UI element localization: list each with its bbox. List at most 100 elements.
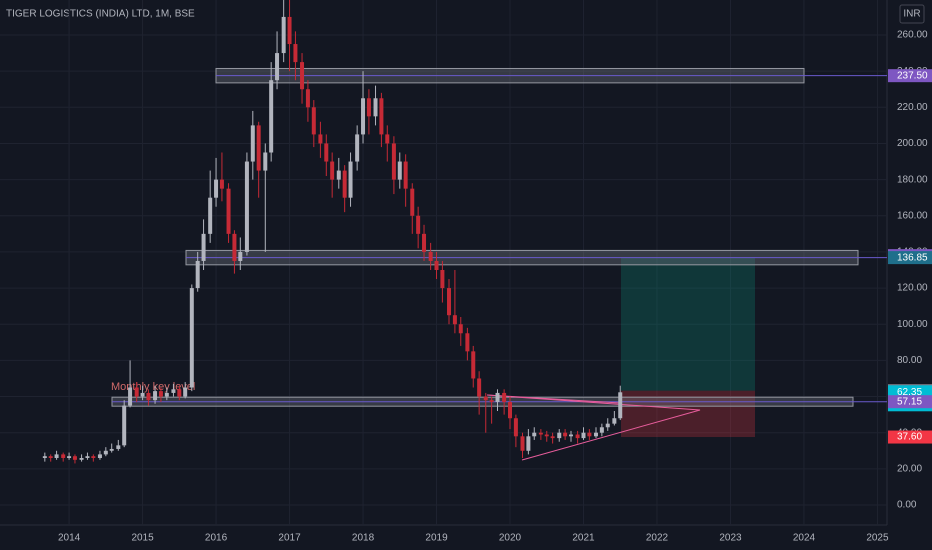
x-tick-label: 2017 [278,533,301,544]
candle-body [103,450,108,455]
chart-title: TIGER LOGISTICS (INDIA) LTD, 1M, BSE [6,9,195,20]
candle-body [544,434,549,437]
candle-body [605,423,610,428]
candle-body [458,324,463,334]
candle-body [336,170,341,180]
candle-body [201,233,206,261]
candle-body [324,143,329,162]
y-tick-label: 120.00 [897,283,928,294]
currency: INR [903,9,920,20]
candle-body [483,396,488,401]
price-label-bg [888,69,932,83]
candle-body [447,288,452,316]
candle-body [612,418,617,424]
candle-body [342,170,347,198]
candle-body [416,215,421,234]
candle-body [489,400,494,402]
candle-body [361,98,366,135]
candle-body [508,401,513,419]
x-tick-label: 2024 [793,533,816,544]
candle-body [164,392,169,397]
y-tick-label: 20.00 [897,463,922,474]
candle-body [569,434,574,437]
y-tick-label: 200.00 [897,138,928,149]
candle-body [495,392,500,402]
candle-body [219,179,224,189]
y-tick-label: 80.00 [897,355,922,366]
candle-body [575,434,580,439]
candle-body [67,456,72,459]
candle-body [434,260,439,271]
candle-body [391,143,396,180]
candle-body [305,89,310,108]
candle-body [171,389,176,393]
candle-body [618,392,623,419]
candle-body [189,288,194,388]
price-label-bg [888,251,932,265]
price-label-bg [888,395,932,409]
candle-body [263,152,268,171]
candle-body [520,436,525,451]
candle-body [440,270,445,289]
candle-body [140,392,145,397]
candle-body [403,161,408,189]
price-label-bg [888,430,932,444]
candle-body [311,107,316,135]
x-tick-label: 2016 [205,533,228,544]
candle-body [422,233,427,252]
candle-body [250,125,255,162]
candle-body [599,427,604,433]
target-zone [621,257,755,391]
candle-body [146,392,151,401]
candle-body [465,333,470,352]
candle-body [54,454,59,459]
candle-body [226,188,231,234]
candle-body [538,432,543,435]
candle-body [269,80,274,153]
x-tick-label: 2023 [719,533,742,544]
candle-body [238,251,243,261]
candle-body [122,405,127,446]
candle-body [587,432,592,437]
candle-body [42,456,47,459]
candle-body [85,456,90,459]
candle-body [232,233,237,261]
candle-body [153,391,158,401]
candle-body [293,44,298,63]
candle-body [526,436,531,451]
price-label: 136.85 [897,252,928,263]
candle-body [373,98,378,117]
candle-body [79,458,84,460]
candle-body [158,391,163,397]
candle-body [532,432,537,437]
candle-body [97,454,102,459]
candle-body [593,432,598,437]
candle-body [563,432,568,437]
x-tick-label: 2025 [866,533,889,544]
x-tick-label: 2020 [499,533,522,544]
candle-body [287,16,292,45]
candle-body [410,188,415,216]
candle-body [385,134,390,144]
candle-body [208,197,213,234]
candle-body [397,161,402,180]
candle-body [183,387,188,397]
candle-body [348,161,353,198]
candle-body [366,98,371,117]
price-label: 62.35 [897,387,922,398]
y-tick-label: 180.00 [897,174,928,185]
candle-body [128,387,133,406]
candle-body [355,134,360,162]
x-tick-label: 2019 [425,533,448,544]
triangle-pattern [486,394,701,461]
candle-body [214,179,219,198]
y-tick-label: 160.00 [897,210,928,221]
candle-body [502,392,507,402]
candle-body [116,445,121,449]
candle-body [48,456,53,459]
candle-body [428,251,433,261]
candle-body [281,16,286,54]
price-label: 57.15 [897,396,922,407]
